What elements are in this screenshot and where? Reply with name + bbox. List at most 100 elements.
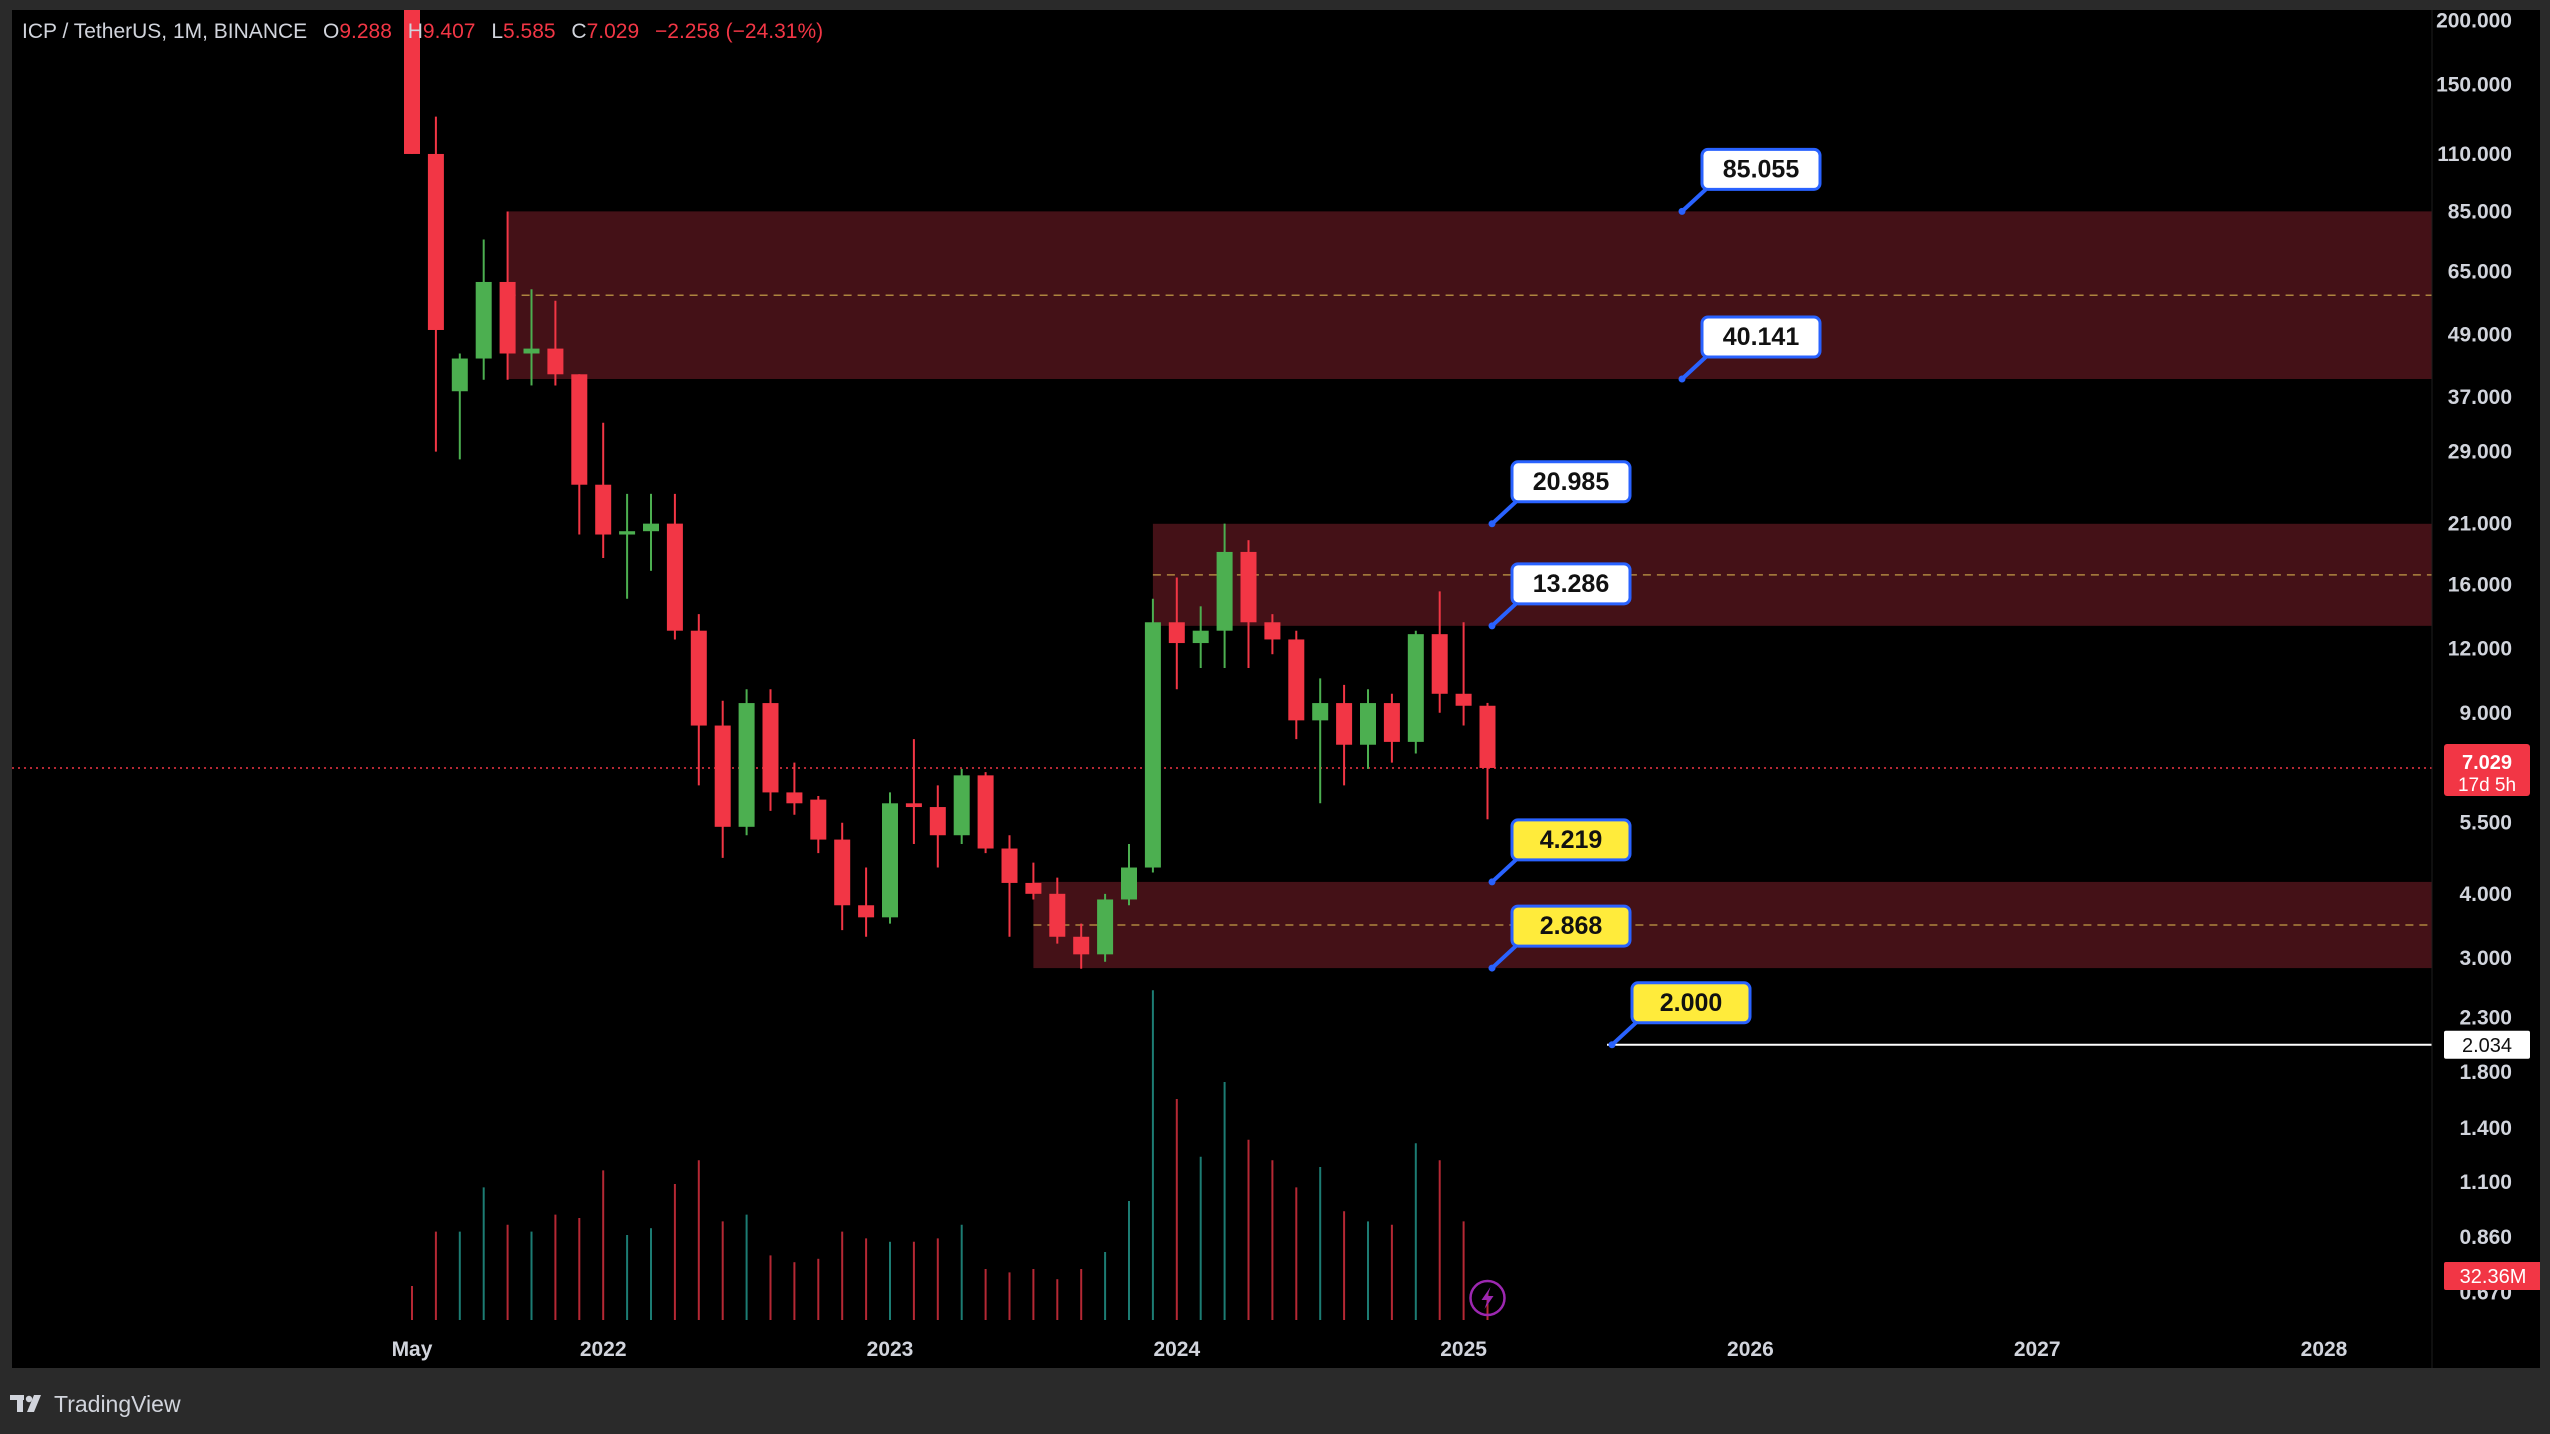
supply-demand-zone: [1033, 881, 2432, 969]
candle-body: [977, 775, 994, 849]
candle-body: [643, 523, 659, 532]
candle-body: [786, 792, 803, 804]
lightning-icon[interactable]: [1469, 1279, 1506, 1317]
candle-body: [1264, 622, 1281, 640]
candle-body: [523, 348, 540, 354]
x-axis-tick-label: 2026: [1727, 1338, 1774, 1361]
low-label: L: [491, 20, 504, 43]
candle-body: [953, 775, 970, 836]
callout-anchor: [1488, 622, 1496, 630]
candle-body: [1431, 634, 1448, 694]
tradingview-brand[interactable]: TradingView: [10, 1386, 181, 1422]
y-axis-tick-label: 3.000: [2459, 947, 2512, 970]
callout-anchor: [1488, 878, 1496, 886]
candle-body: [1383, 703, 1400, 742]
candle-body: [714, 725, 731, 827]
y-axis-tick-label: 0.860: [2459, 1226, 2512, 1249]
brand-name: TradingView: [54, 1390, 181, 1417]
callout-pointer: [1680, 353, 1710, 381]
candle-body: [834, 839, 851, 906]
high-label: H: [407, 20, 423, 43]
candle-body: [1216, 551, 1233, 631]
last-price-badge: [2444, 743, 2530, 796]
price-callout-box: [1700, 147, 1822, 191]
candlestick-chart[interactable]: 85.055 40.141 20.985 13.286 4.219 2.868 2.000 2…: [12, 10, 2540, 1368]
candle-body: [738, 703, 755, 827]
callout-anchor: [1678, 375, 1686, 383]
candle-body: [858, 905, 875, 918]
high-value: 9.407: [422, 20, 476, 43]
y-axis-tick-label: 85.000: [2448, 201, 2512, 224]
price-callout-box: [1630, 981, 1752, 1025]
y-axis-tick-label: 110.000: [2437, 143, 2512, 166]
candle-body: [595, 484, 612, 535]
candle-body: [1121, 867, 1137, 900]
supply-demand-zone: [507, 211, 2432, 380]
symbol-header: ICP / TetherUS, 1M, BINANCE O9.288 H9.40…: [22, 20, 823, 44]
zones-layer: [507, 211, 2432, 969]
candle-body: [882, 803, 898, 918]
callout-anchor: [1488, 964, 1496, 972]
callout-anchor: [1488, 520, 1496, 528]
candles-layer: [404, 10, 1496, 969]
price-callout-label: 4.219: [1540, 826, 1603, 854]
candle-body: [1312, 703, 1329, 721]
candle-body: [1025, 882, 1042, 894]
candle-body: [1144, 622, 1161, 868]
x-axis-tick-label: 2022: [580, 1338, 627, 1361]
candle-body: [1479, 705, 1496, 768]
y-axis-tick-label: 16.000: [2448, 573, 2512, 596]
price-callout-label: 2.000: [1660, 989, 1723, 1017]
candle-body: [1001, 848, 1018, 883]
candle-body: [1288, 639, 1305, 721]
x-axis-tick-label: 2027: [2014, 1338, 2061, 1361]
change-value: −2.258 (−24.31%): [655, 20, 824, 43]
lightning-icon-glyph: [1481, 1287, 1494, 1309]
y-axis-tick-label: 29.000: [2448, 441, 2512, 464]
x-axis-tick-label: 2028: [2301, 1338, 2348, 1361]
candle-body: [1192, 630, 1209, 644]
x-axis-tick-label: 2024: [1153, 1338, 1200, 1361]
y-axis-tick-label: 1.100: [2459, 1171, 2512, 1194]
y-axis-tick-label: 4.000: [2459, 883, 2512, 906]
candle-body: [427, 153, 444, 330]
price-callout-label: 85.055: [1723, 155, 1800, 183]
candle-body: [451, 358, 468, 392]
close-label: C: [571, 20, 587, 43]
symbol-title[interactable]: ICP / TetherUS, 1M, BINANCE: [22, 20, 308, 43]
open-value: 9.288: [339, 20, 392, 43]
y-axis-tick-label: 65.000: [2448, 260, 2512, 283]
candle-body: [1240, 551, 1257, 623]
price-callout-label: 13.286: [1533, 570, 1609, 598]
callout-anchor: [1678, 207, 1686, 215]
price-callout-box: [1510, 460, 1632, 504]
y-axis-tick-label: 1.800: [2459, 1061, 2512, 1084]
chart-panel[interactable]: 85.055 40.141 20.985 13.286 4.219 2.868 2.000 2…: [12, 10, 2540, 1368]
y-axis-tick-label: 200.000: [2436, 10, 2512, 33]
candle-body: [690, 630, 707, 726]
y-axis-tick-label: 1.400: [2459, 1117, 2512, 1140]
candle-body: [1073, 936, 1090, 955]
low-value: 5.585: [503, 20, 556, 43]
price-callout-label: 40.141: [1723, 323, 1800, 351]
level-price-value: 2.034: [2462, 1035, 2512, 1057]
volume-badge: [2444, 1262, 2540, 1290]
candle-body: [475, 281, 492, 359]
callout-anchor: [1608, 1041, 1616, 1049]
candle-body: [1168, 622, 1185, 644]
x-axis-tick-label: 2025: [1440, 1338, 1487, 1361]
y-axis-tick-label: 12.000: [2448, 638, 2512, 661]
y-axis-tick-label: 21.000: [2448, 513, 2512, 536]
close-value: 7.029: [586, 20, 640, 43]
price-callout-label: 2.868: [1540, 912, 1603, 940]
volume-layer: [411, 990, 1489, 1320]
candle-body: [619, 531, 636, 535]
x-axis-tick-label: 2023: [867, 1338, 914, 1361]
candle-body: [762, 703, 779, 793]
candle-body: [499, 281, 516, 354]
candle-body: [666, 523, 683, 631]
callout-pointer: [1490, 600, 1520, 628]
callout-pointer: [1680, 185, 1710, 213]
candle-body: [810, 799, 827, 840]
price-callout-box: [1510, 904, 1632, 948]
